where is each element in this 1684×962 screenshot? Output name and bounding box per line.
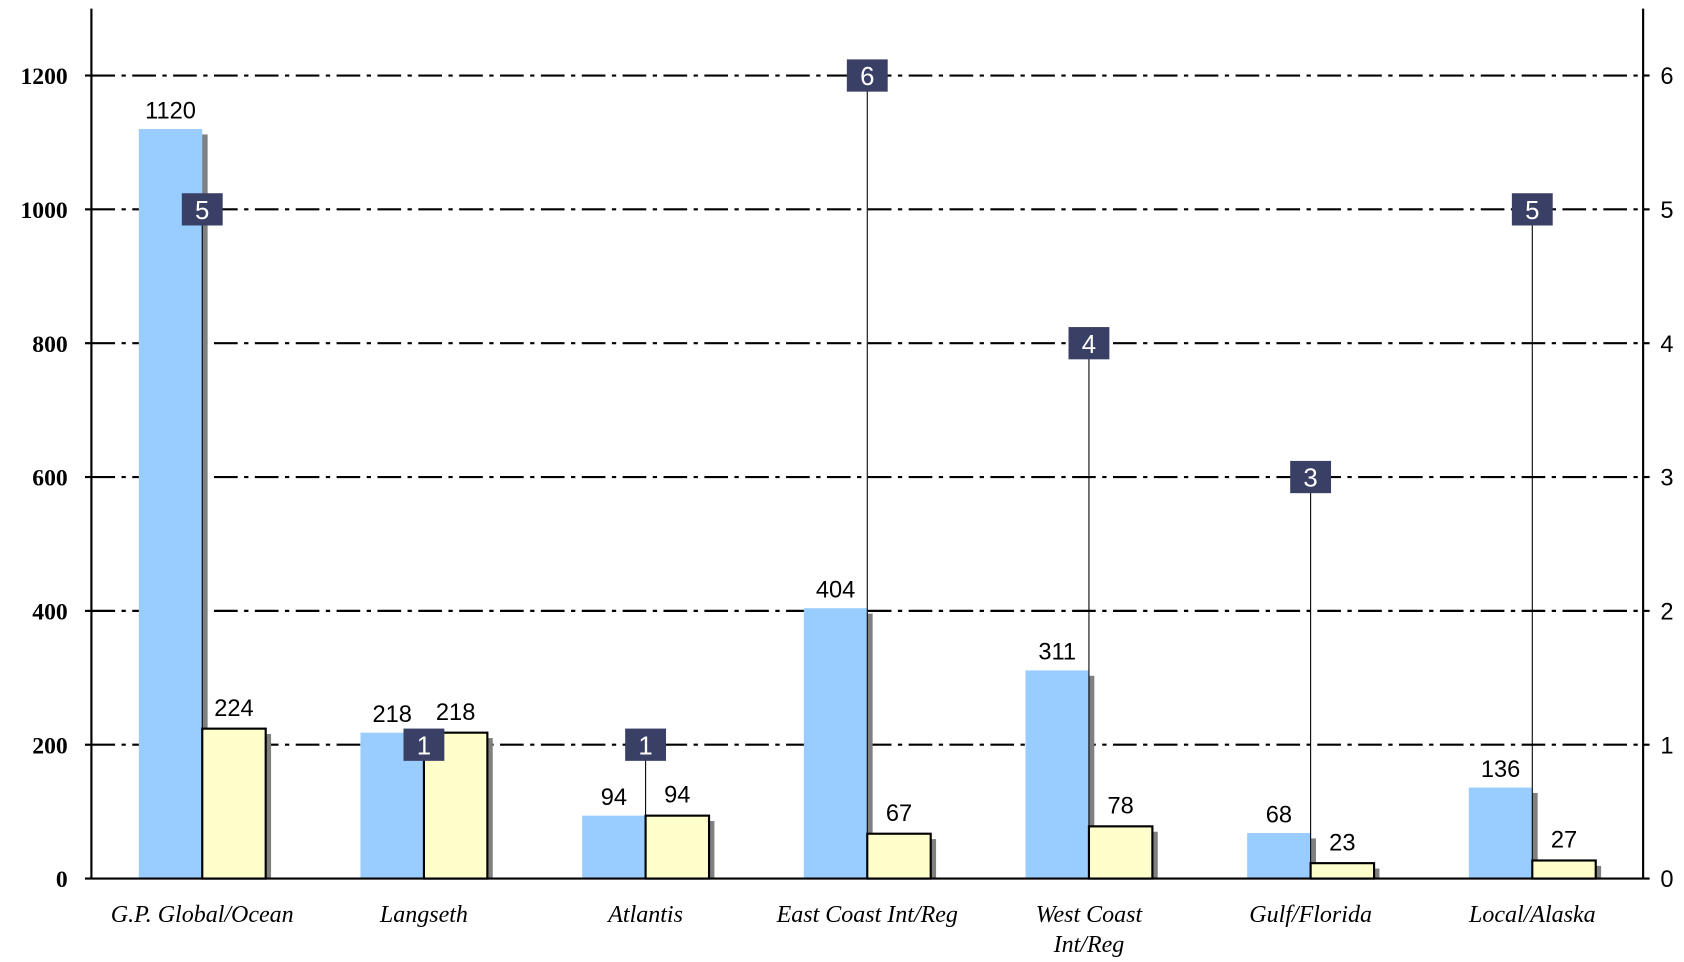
value-label: 27 [1551,828,1577,854]
bar [644,814,711,880]
x-tick-label: Local/Alaska [1468,902,1596,929]
value-label: 1120 [145,98,196,124]
y-tick-label: 1000 [20,198,67,224]
bar [582,815,646,879]
marker-label: 3 [1303,465,1317,493]
y2-tick-label: 1 [1660,733,1673,759]
value-label: 23 [1329,830,1355,856]
bar [1025,670,1089,879]
value-label: 94 [664,783,690,809]
marker-label: 6 [860,63,874,91]
bar [422,731,489,880]
bar [1247,833,1311,879]
bar [1468,787,1533,879]
value-label: 68 [1266,802,1292,828]
bar [866,832,932,880]
marker-label: 5 [1525,197,1539,225]
y2-tick-label: 0 [1660,867,1673,893]
marker [1290,460,1332,494]
marker [846,59,888,92]
y-tick-label: 1200 [20,64,67,90]
y2-tick-label: 3 [1660,466,1673,492]
y-tick-label: 800 [32,332,67,358]
marker [403,728,445,761]
y-tick-label: 400 [32,599,67,625]
y2-tick-label: 6 [1660,64,1673,90]
y-tick-label: 200 [32,733,67,759]
value-label: 136 [1481,757,1520,783]
x-tick-label: Langseth [379,902,468,929]
y-tick-label: 600 [32,466,67,492]
marker [625,728,667,761]
bar [803,608,868,879]
x-tick-label: West Coast Int/Reg [1035,902,1143,959]
value-label: 67 [886,801,912,827]
value-label: 78 [1108,793,1134,819]
value-label: 94 [601,785,627,811]
marker-label: 1 [417,732,431,760]
marker-label: 4 [1082,331,1096,359]
x-tick-label: Atlantis [608,902,683,929]
y-tick-label: 0 [56,867,68,893]
marker-label: 5 [195,197,209,225]
x-tick-label: East Coast Int/Reg [776,902,958,929]
value-label: 218 [436,700,475,726]
value-label: 218 [372,702,411,728]
marker [1511,193,1553,226]
marker [181,193,223,226]
bar [1531,859,1597,880]
bar [138,129,203,879]
y2-tick-label: 5 [1660,198,1673,224]
marker-label: 1 [638,732,652,760]
value-label: 224 [214,696,253,722]
bar [201,727,267,880]
x-tick-label: G.P. Global/Ocean [110,902,294,929]
bar [1309,862,1376,880]
y2-tick-label: 2 [1660,599,1673,625]
value-label: 311 [1038,640,1076,666]
value-label: 404 [816,577,855,603]
bar [1087,825,1154,880]
x-tick-label: Gulf/Florida [1249,902,1372,929]
marker [1068,327,1110,360]
y2-tick-label: 4 [1660,332,1673,358]
